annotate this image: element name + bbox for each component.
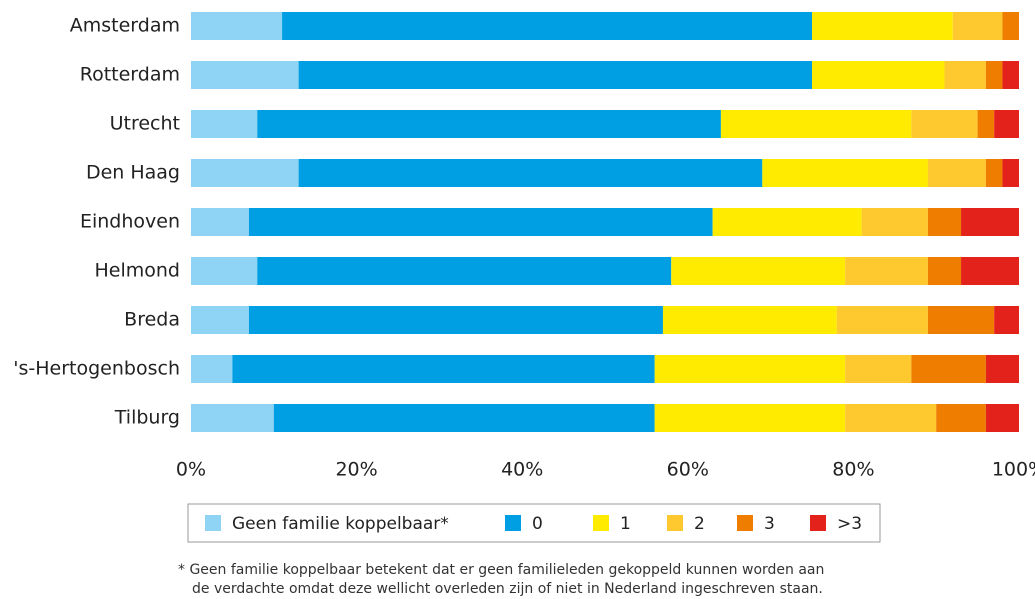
bar-segment (994, 110, 1019, 138)
x-tick-label: 100% (992, 459, 1035, 481)
bar-segment (985, 159, 1003, 187)
bar-segment (191, 12, 283, 40)
legend-label: 3 (764, 514, 775, 534)
bar-segment (191, 159, 299, 187)
category-label: 's-Hertogenbosch (13, 358, 180, 380)
bar-segment (191, 208, 249, 236)
bar-segment (282, 12, 813, 40)
bar-segment (248, 208, 713, 236)
bar-segment (845, 257, 928, 285)
bar-segment (654, 355, 846, 383)
bar-segment (927, 208, 962, 236)
bar-segment (812, 61, 945, 89)
legend-label: Geen familie koppelbaar* (232, 514, 449, 534)
bar-segment (654, 404, 846, 432)
footnote: de verdachte omdat deze wellicht overled… (192, 581, 823, 597)
bar-segment (961, 208, 1019, 236)
bar-segment (861, 208, 928, 236)
bar-segment (977, 110, 995, 138)
bar-segment (952, 12, 1003, 40)
x-tick-label: 80% (832, 459, 874, 481)
bar-segment (762, 159, 928, 187)
legend-swatch (593, 515, 609, 531)
category-label: Rotterdam (80, 64, 180, 86)
bar-segment (191, 61, 299, 89)
bar-segment (298, 61, 812, 89)
bar-segment (845, 355, 912, 383)
bar-segment (191, 404, 274, 432)
bar-segment (1002, 12, 1019, 40)
bar-segment (994, 306, 1019, 334)
legend-swatch (737, 515, 753, 531)
x-tick-label: 20% (335, 459, 377, 481)
bar-segment (985, 355, 1019, 383)
legend-swatch (667, 515, 683, 531)
legend-box (187, 503, 881, 543)
category-label: Breda (124, 309, 180, 331)
bar-segment (985, 61, 1003, 89)
bar-segment (944, 61, 986, 89)
category-label: Den Haag (86, 162, 180, 184)
legend-label: 1 (620, 514, 631, 534)
x-tick-label: 40% (501, 459, 543, 481)
bar-segment (1002, 159, 1019, 187)
bar-segment (273, 404, 655, 432)
category-label: Helmond (95, 260, 181, 282)
bar-segment (257, 110, 721, 138)
bar-segment (911, 110, 978, 138)
bar-segment (712, 208, 862, 236)
legend-label: >3 (837, 514, 862, 534)
bar-segment (191, 110, 258, 138)
x-tick-label: 0% (176, 459, 206, 481)
legend-swatch (205, 515, 221, 531)
footnote: * Geen familie koppelbaar betekent dat e… (178, 562, 824, 578)
bar-segment (671, 257, 846, 285)
bar-segment (257, 257, 672, 285)
bar-segment (191, 355, 233, 383)
bar-segment (927, 257, 962, 285)
bar-segment (927, 159, 986, 187)
bar-segment (191, 257, 258, 285)
category-label: Tilburg (114, 407, 180, 429)
legend-label: 2 (694, 514, 705, 534)
bar-segment (232, 355, 655, 383)
bar-segment (191, 306, 249, 334)
bar-segment (836, 306, 928, 334)
bar-segment (720, 110, 912, 138)
bar-segment (845, 404, 937, 432)
category-label: Amsterdam (70, 15, 180, 37)
bar-segment (961, 257, 1019, 285)
bar-segment (298, 159, 763, 187)
category-label: Eindhoven (80, 211, 180, 233)
bar-segment (911, 355, 986, 383)
legend-swatch (810, 515, 826, 531)
bar-segment (936, 404, 986, 432)
category-label: Utrecht (110, 113, 180, 135)
bar-segment (662, 306, 837, 334)
legend-swatch (505, 515, 521, 531)
bar-segment (1002, 61, 1019, 89)
legend-label: 0 (532, 514, 543, 534)
bar-segment (248, 306, 663, 334)
bar-segment (985, 404, 1019, 432)
bar-segment (927, 306, 995, 334)
bar-segment (812, 12, 953, 40)
x-tick-label: 60% (667, 459, 709, 481)
